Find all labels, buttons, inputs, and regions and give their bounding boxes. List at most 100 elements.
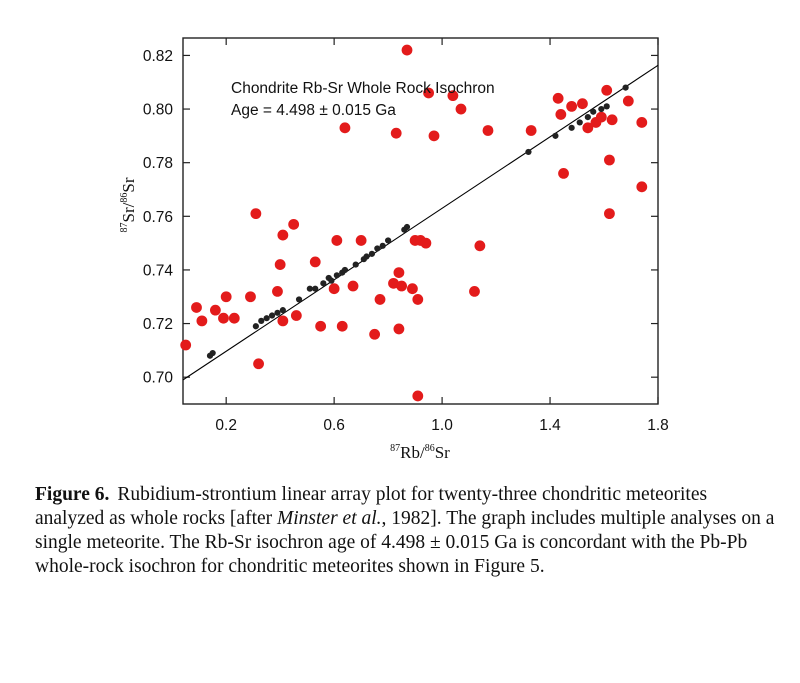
- plot-frame: [182, 37, 659, 405]
- red-data-point: [336, 320, 348, 332]
- isochron-data-point: [306, 285, 313, 292]
- y-axis-label: 87Sr/86Sr: [119, 177, 138, 232]
- red-data-point: [272, 285, 283, 297]
- red-data-point: [228, 312, 240, 324]
- red-data-point: [315, 320, 327, 332]
- red-data-point: [245, 291, 256, 303]
- isochron-data-point: [525, 148, 532, 156]
- isochron-data-point: [295, 296, 303, 303]
- isochron-data-point: [268, 312, 276, 319]
- x-axis-label-part1: Rb/: [400, 443, 425, 462]
- x-axis-label-sup1: 87: [390, 443, 400, 454]
- isochron-data-point: [568, 124, 575, 131]
- red-data-point: [412, 390, 424, 402]
- red-data-point: [328, 283, 340, 295]
- isochron-data-point: [368, 250, 376, 257]
- y-tick-label: 0.74: [143, 262, 174, 279]
- red-data-point: [455, 103, 467, 115]
- isochron-data-point: [385, 237, 392, 244]
- red-data-point: [339, 122, 351, 134]
- red-data-point: [331, 235, 343, 246]
- isochron-data-point: [622, 84, 629, 91]
- y-tick-label: 0.70: [143, 370, 174, 387]
- isochron-data-point: [584, 113, 591, 121]
- y-axis-label-sup1: 87: [119, 222, 130, 232]
- x-axis-label-part2: Sr: [435, 443, 450, 462]
- isochron-data-point: [258, 317, 265, 324]
- red-data-point: [277, 315, 289, 327]
- red-data-point: [209, 304, 221, 316]
- red-data-point: [606, 114, 618, 126]
- y-tick-labels: 0.70 0.72 0.74 0.76 0.78 0.80 0.82: [143, 48, 174, 387]
- red-data-point: [447, 90, 459, 102]
- y-axis-label-part2: Sr: [119, 177, 138, 192]
- red-data-point: [555, 109, 567, 120]
- caption-text-part2: , 1982]. The graph includes multiple ana…: [35, 508, 775, 577]
- red-data-point: [374, 294, 386, 305]
- annotation-age: Age = 4.498 ± 0.015 Ga: [231, 102, 396, 119]
- red-data-point: [412, 294, 424, 305]
- red-data-point: [390, 127, 402, 139]
- x-tick-label: 0.2: [215, 417, 237, 434]
- isochron-data-point: [279, 307, 286, 314]
- red-data-point: [290, 310, 302, 321]
- red-data-point: [595, 111, 607, 123]
- y-tick-label: 0.80: [143, 102, 174, 119]
- red-data-point: [636, 181, 648, 193]
- isochron-line: [182, 64, 659, 381]
- isochron-data-point: [274, 309, 281, 316]
- red-data-point: [220, 291, 232, 303]
- y-tick-label: 0.82: [143, 48, 173, 65]
- red-data-point: [423, 87, 434, 99]
- isochron-data-point: [576, 119, 583, 126]
- red-data-point: [369, 328, 381, 340]
- isochron-data-point: [403, 223, 411, 231]
- red-data-point: [552, 92, 564, 104]
- isochron-data-point: [352, 261, 359, 268]
- red-data-point: [196, 315, 208, 327]
- caption-citation: Minster et al.: [277, 508, 382, 529]
- red-data-point: [250, 208, 262, 220]
- isochron-data-point: [263, 315, 270, 322]
- annotation-title: Chondrite Rb-Sr Whole Rock Isochron: [231, 80, 495, 97]
- red-data-point: [577, 98, 588, 110]
- red-data-point: [288, 218, 300, 230]
- red-data-point: [393, 323, 405, 335]
- red-data-point: [420, 237, 432, 249]
- y-axis-label-sup2: 86: [119, 193, 130, 203]
- red-data-point: [636, 117, 648, 128]
- isochron-data-point: [333, 272, 340, 279]
- x-axis-label-sup2: 86: [425, 443, 435, 454]
- isochron-data-point: [379, 242, 386, 249]
- red-data-point: [474, 240, 486, 252]
- red-data-point: [604, 208, 615, 220]
- red-data-point: [407, 283, 418, 295]
- isochron-points: [206, 84, 629, 359]
- red-data-point: [253, 358, 264, 370]
- red-data-point: [309, 256, 321, 268]
- red-data-point: [274, 259, 286, 270]
- red-data-point: [277, 229, 289, 241]
- isochron-data-point: [252, 323, 259, 330]
- x-tick-label: 1.4: [539, 417, 561, 434]
- red-data-point: [601, 84, 613, 96]
- isochron-data-point: [374, 245, 381, 252]
- red-data-point: [622, 95, 634, 107]
- y-tick-label: 0.72: [143, 316, 173, 333]
- red-data-point: [355, 235, 367, 246]
- red-data-point: [180, 339, 192, 351]
- red-data-point: [582, 122, 594, 134]
- axis-ticks: [183, 38, 659, 404]
- x-tick-label: 1.8: [647, 417, 669, 434]
- x-tick-labels: 0.2 0.6 1.0 1.4 1.8: [215, 417, 668, 434]
- red-data-point: [469, 285, 480, 297]
- isochron-data-point: [328, 277, 335, 284]
- y-axis-label-part1: Sr/: [119, 202, 138, 222]
- isochron-data-point: [598, 105, 605, 113]
- red-data-point: [525, 125, 537, 136]
- isochron-data-point: [590, 108, 597, 115]
- red-data-point: [401, 44, 413, 56]
- figure-caption: Figure 6. Rubidium-strontium linear array…: [35, 483, 775, 579]
- red-data-point: [218, 312, 229, 324]
- red-data-point: [482, 125, 494, 136]
